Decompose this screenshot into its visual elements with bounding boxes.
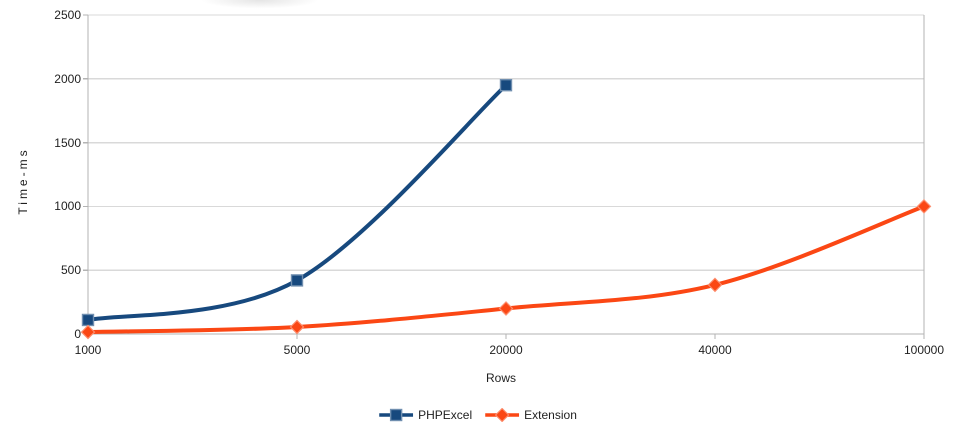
y-tick-label: 0	[74, 327, 81, 341]
y-tick-label: 2500	[54, 8, 81, 22]
legend-label: PHPExcel	[418, 408, 473, 422]
legend-item-phpexcel: PHPExcel	[379, 407, 472, 423]
phpexcel-line-square-icon	[379, 408, 414, 422]
y-tick-label: 1500	[54, 136, 81, 150]
cropped-ui-shadow	[198, 0, 322, 9]
x-axis-title: Rows	[485, 371, 517, 385]
y-tick-label: 1000	[54, 199, 81, 213]
y-tick-label: 500	[60, 263, 81, 277]
x-tick-label: 1000	[74, 343, 102, 357]
x-tick-label: 20000	[489, 343, 523, 357]
x-tick-label: 5000	[283, 343, 311, 357]
legend-item-extension: Extension	[485, 407, 577, 423]
y-axis-title: Time-ms	[16, 147, 30, 215]
x-tick-label: 40000	[698, 343, 732, 357]
y-tick-label: 2000	[54, 72, 81, 86]
legend-label: Extension	[524, 408, 577, 422]
chart-legend: PHPExcel Extension	[379, 407, 577, 423]
extension-line-diamond-icon	[485, 408, 520, 422]
x-tick-label: 100000	[903, 343, 945, 357]
